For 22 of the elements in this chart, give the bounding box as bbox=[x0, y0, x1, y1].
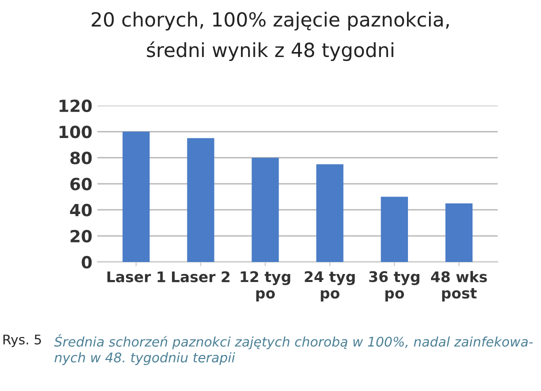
y-tick-label: 40 bbox=[70, 204, 92, 216]
y-tick-label: 60 bbox=[70, 178, 92, 190]
x-tick-label: 24 tyg po bbox=[304, 271, 355, 302]
y-tick-label: 120 bbox=[60, 100, 92, 112]
x-tick-label: Laser 2 bbox=[172, 271, 230, 282]
y-tick-label: 20 bbox=[70, 230, 92, 242]
bar bbox=[187, 138, 214, 262]
bar bbox=[445, 203, 473, 262]
text: Średnia schorzeń paznokci zajętych chorobą w 100%, nadal zainfekowa- nych w 48. tygodniu terapii bbox=[54, 334, 533, 366]
x-tick-label: 36 tyg po bbox=[369, 271, 420, 302]
y-tick-label: 100 bbox=[60, 126, 92, 138]
y-tick-label: 80 bbox=[70, 152, 92, 164]
x-tick-label: 12 tyg po bbox=[240, 271, 290, 302]
y-tick-label: 0 bbox=[82, 256, 92, 269]
bar bbox=[252, 158, 279, 262]
x-tick-label: Laser 1 bbox=[107, 271, 166, 282]
bar bbox=[122, 132, 150, 262]
bar bbox=[380, 196, 408, 262]
bar bbox=[316, 164, 344, 262]
chart-title: 20 chorych, 100% zajęcie paznokcia, średni wynik z 48 tygodni bbox=[92, 12, 449, 62]
text: Rys. 5 bbox=[3, 334, 41, 348]
x-tick-label: 48 wks post bbox=[431, 271, 487, 302]
